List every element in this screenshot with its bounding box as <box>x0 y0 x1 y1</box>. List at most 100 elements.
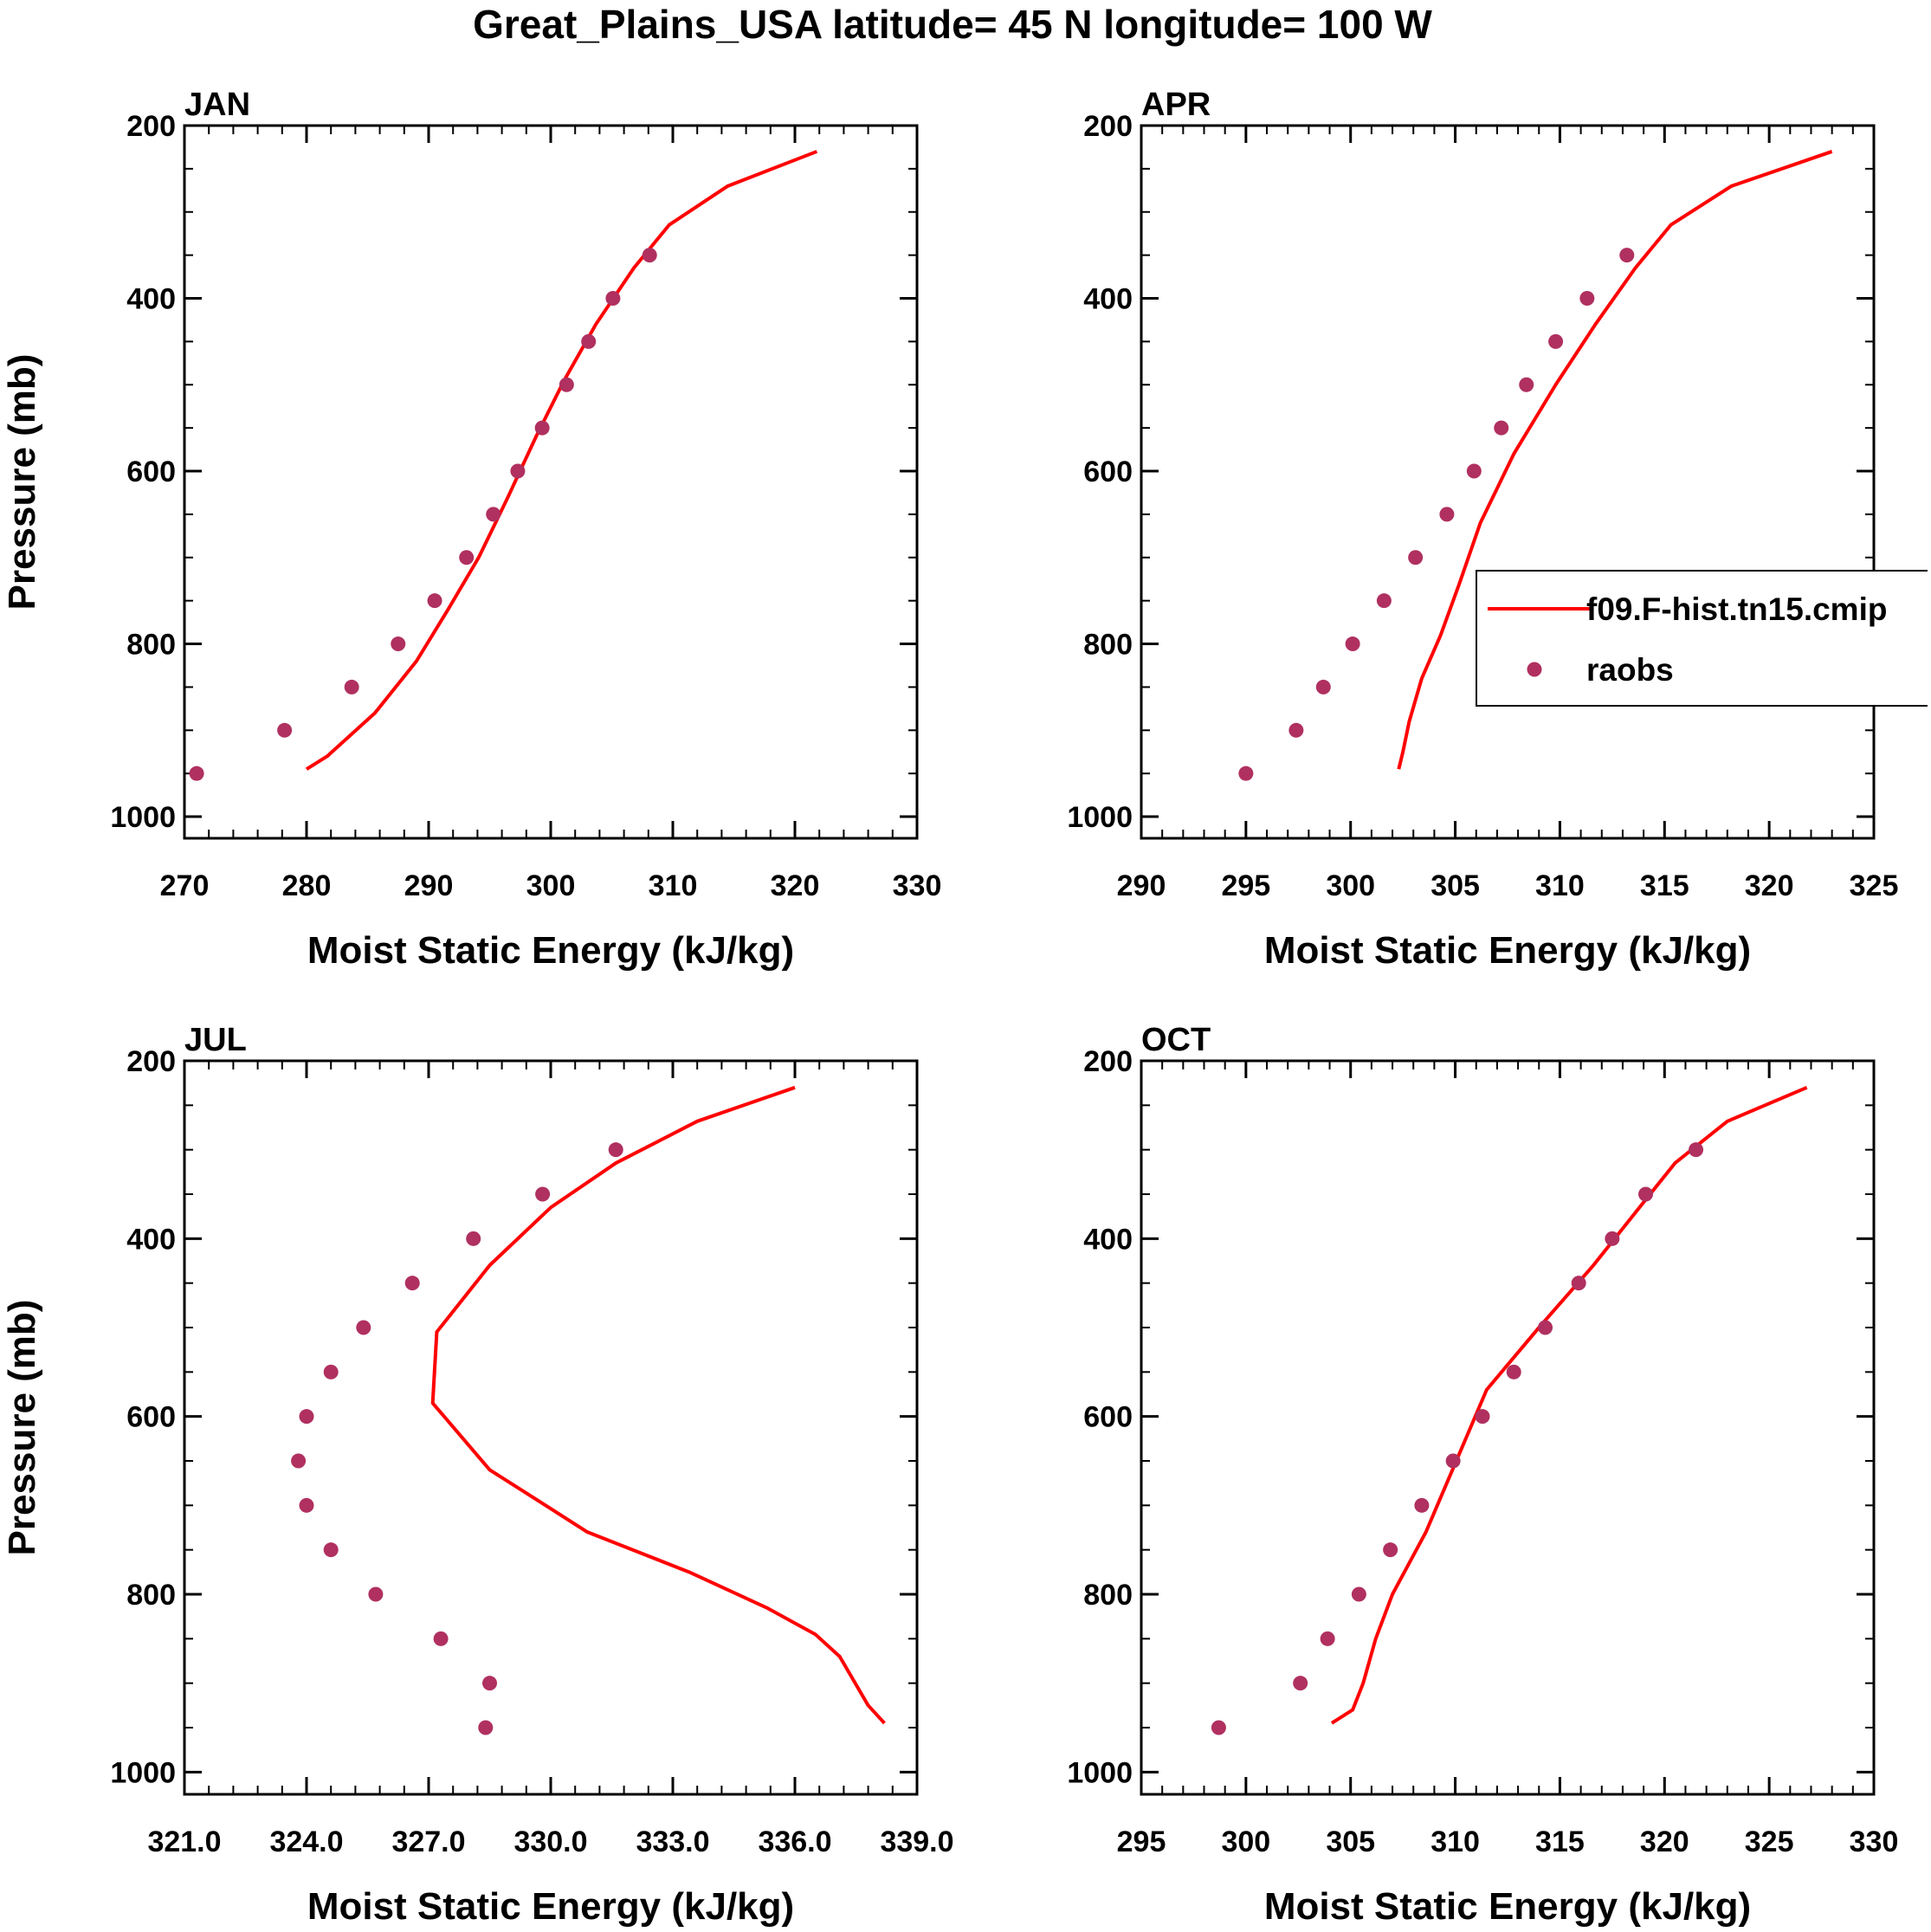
obs-point <box>1288 722 1304 738</box>
obs-point <box>534 420 550 436</box>
x-tick-label: 321.0 <box>147 1825 221 1858</box>
y-tick-label: 600 <box>1083 456 1133 488</box>
plot-frame <box>183 1059 919 1796</box>
y-tick-label: 200 <box>1083 1045 1133 1078</box>
obs-point <box>459 550 475 565</box>
panels-group: JAN 270 280 290 300 310 320 330 200 400 600 800 1000… <box>1 87 1928 1928</box>
model-series-line <box>305 150 818 771</box>
obs-point <box>642 248 657 263</box>
legend-obs-label: raobs <box>1586 652 1674 688</box>
x-tick-label: 290 <box>1117 869 1166 902</box>
x-tick-label: 336.0 <box>758 1825 831 1858</box>
x-tick-label: 325 <box>1850 869 1899 902</box>
y-tick-label: 800 <box>126 1579 176 1612</box>
plot-frame <box>1140 1059 1876 1796</box>
obs-point <box>1619 248 1635 263</box>
x-axis-title: Moist Static Energy (kJ/kg) <box>307 929 794 972</box>
x-tick-label: 305 <box>1326 1825 1375 1858</box>
y-axis-title: Pressure (mb) <box>1 354 43 611</box>
panel-label: APR <box>1141 87 1211 123</box>
panel-jan: JAN 270 280 290 300 310 320 330 200 400 600 800 1000… <box>1 87 941 972</box>
obs-point <box>299 1409 314 1425</box>
legend-model-label: f09.F-hist.tn15.cmip <box>1586 591 1887 627</box>
y-tick-label: 200 <box>126 1045 176 1078</box>
x-tick-label: 320 <box>771 869 820 902</box>
obs-point <box>277 722 293 738</box>
x-tick-label: 295 <box>1117 1825 1166 1858</box>
obs-point <box>559 377 574 392</box>
y-tick-label: 800 <box>1083 629 1133 662</box>
obs-point <box>605 291 621 307</box>
x-tick-label: 300 <box>1221 1825 1270 1858</box>
y-tick-label: 1000 <box>1067 1756 1133 1789</box>
y-tick-label: 1000 <box>110 801 176 834</box>
obs-point <box>535 1186 551 1202</box>
obs-point <box>291 1453 307 1469</box>
obs-point <box>404 1276 420 1291</box>
y-tick-label: 1000 <box>1067 801 1133 834</box>
obs-point <box>1445 1453 1461 1469</box>
legend: f09.F-hist.tn15.cmip raobs <box>1476 570 1928 707</box>
obs-point <box>427 593 442 609</box>
x-tick-label: 310 <box>1430 1825 1480 1858</box>
obs-point <box>1383 1542 1398 1558</box>
obs-point <box>1376 593 1392 609</box>
obs-point <box>1506 1364 1521 1380</box>
y-tick-label: 400 <box>126 283 176 316</box>
y-tick-label: 600 <box>1083 1401 1133 1434</box>
y-tick-label: 600 <box>126 1401 176 1434</box>
x-tick-label: 280 <box>282 869 332 902</box>
obs-point <box>486 507 501 522</box>
x-tick-label: 320 <box>1640 1825 1689 1858</box>
figure-title: Great_Plains_USA latitude= 45 N longitud… <box>473 2 1432 47</box>
obs-point <box>1439 507 1455 522</box>
model-series-line <box>1330 1085 1808 1725</box>
obs-point <box>1320 1631 1335 1646</box>
x-tick-label: 330.0 <box>513 1825 587 1858</box>
obs-point <box>1519 377 1534 392</box>
obs-point <box>1315 679 1331 695</box>
obs-point <box>1414 1497 1430 1513</box>
x-tick-label: 320 <box>1745 869 1794 902</box>
obs-point <box>1638 1186 1654 1202</box>
panel-oct: OCT 295 300 305 310 315 320 325 330 200 400 600 800 1… <box>1067 1022 1898 1928</box>
obs-point <box>1475 1409 1490 1425</box>
obs-point <box>581 333 597 349</box>
x-tick-label: 300 <box>526 869 576 902</box>
obs-point <box>482 1676 497 1691</box>
model-series-line <box>1397 150 1833 770</box>
y-tick-label: 200 <box>1083 110 1133 143</box>
x-tick-label: 305 <box>1430 869 1480 902</box>
panel-jul: JUL 321.0 324.0 327.0 330.0 333.0 336.0 339.0 20… <box>1 1022 954 1928</box>
obs-point <box>189 766 204 781</box>
model-series-line <box>430 1085 886 1725</box>
x-tick-label: 300 <box>1326 869 1375 902</box>
y-tick-label: 1000 <box>110 1756 176 1789</box>
x-tick-label: 295 <box>1221 869 1270 902</box>
panel-label: OCT <box>1141 1022 1211 1058</box>
y-tick-label: 200 <box>126 110 176 143</box>
x-tick-label: 327.0 <box>391 1825 465 1858</box>
y-tick-label: 800 <box>126 629 176 662</box>
x-tick-label: 315 <box>1640 869 1689 902</box>
obs-point <box>323 1364 339 1380</box>
x-axis-title: Moist Static Energy (kJ/kg) <box>1264 1885 1751 1928</box>
obs-point <box>478 1720 494 1735</box>
y-axis-title: Pressure (mb) <box>1 1300 43 1556</box>
x-tick-label: 315 <box>1535 1825 1585 1858</box>
obs-point <box>1408 550 1424 565</box>
x-tick-label: 290 <box>404 869 454 902</box>
y-tick-label: 400 <box>1083 1223 1133 1256</box>
obs-point <box>323 1542 339 1558</box>
x-tick-label: 339.0 <box>880 1825 953 1858</box>
obs-point <box>433 1631 449 1646</box>
x-tick-label: 310 <box>1535 869 1585 902</box>
obs-point <box>1238 766 1254 781</box>
obs-point <box>344 679 359 695</box>
obs-point <box>1538 1320 1553 1335</box>
obs-point <box>1211 1720 1226 1735</box>
obs-point <box>356 1320 371 1335</box>
panel-label: JUL <box>184 1022 247 1058</box>
legend-obs-swatch <box>1527 662 1542 677</box>
obs-point <box>1571 1276 1586 1291</box>
